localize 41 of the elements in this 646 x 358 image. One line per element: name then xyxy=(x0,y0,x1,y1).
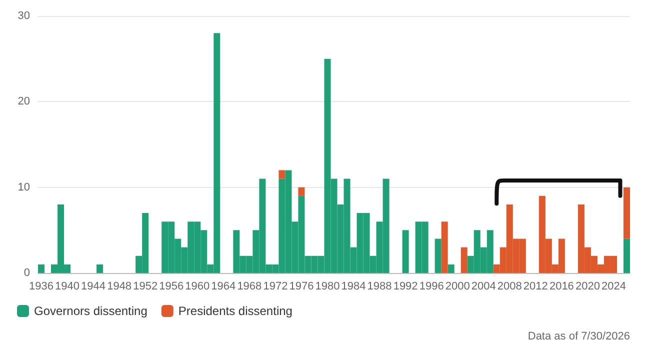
x-tick-label: 1964 xyxy=(211,280,236,292)
x-tick-label: 2016 xyxy=(549,280,574,292)
legend-label: Presidents dissenting xyxy=(178,304,292,318)
x-tick-label: 2004 xyxy=(471,280,496,292)
bar xyxy=(402,230,409,273)
x-tick-label: 2012 xyxy=(523,280,548,292)
x-tick-label: 1952 xyxy=(133,280,158,292)
x-tick-label: 1940 xyxy=(55,280,80,292)
bar xyxy=(441,222,448,273)
x-tick-label: 2020 xyxy=(575,280,600,292)
text: Data as of 7/30/2026 xyxy=(528,330,630,342)
x-tick-label: 1976 xyxy=(289,280,314,292)
y-tick-label: 20 xyxy=(18,96,30,108)
x-tick-label: 2000 xyxy=(445,280,470,292)
bar xyxy=(460,247,468,273)
x-tick-label: 1968 xyxy=(237,280,262,292)
x-tick-label: 1936 xyxy=(29,280,54,292)
x-tick-label: 1992 xyxy=(393,280,418,292)
bar xyxy=(448,264,454,273)
bar xyxy=(96,264,104,273)
bar xyxy=(623,187,630,239)
bar xyxy=(38,264,45,273)
x-tick-label: 1956 xyxy=(159,280,184,292)
x-tick-label: 1944 xyxy=(81,280,106,292)
legend-label: Governors dissenting xyxy=(34,304,148,318)
x-tick-label: 1980 xyxy=(315,280,340,292)
x-tick-label: 1972 xyxy=(263,280,288,292)
x-tick-label: 2008 xyxy=(497,280,522,292)
x-tick-label: 1988 xyxy=(367,280,392,292)
x-tick-label: 1984 xyxy=(341,280,366,292)
y-tick-label: 0 xyxy=(24,267,30,279)
bar xyxy=(434,238,442,273)
x-tick-label: 1996 xyxy=(419,280,444,292)
x-tick-label: 1960 xyxy=(185,280,210,292)
bar xyxy=(298,187,305,196)
x-tick-label: 2024 xyxy=(601,280,626,292)
bar xyxy=(278,170,286,179)
y-tick-label: 10 xyxy=(18,181,30,194)
x-tick-label: 1948 xyxy=(107,280,132,292)
bar xyxy=(623,238,630,273)
y-tick-label: 30 xyxy=(18,10,30,22)
